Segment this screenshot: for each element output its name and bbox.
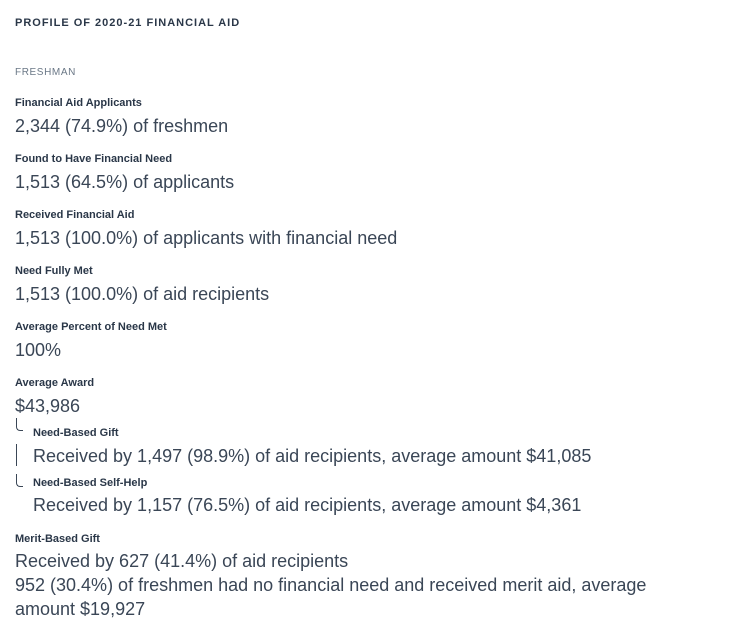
tree-line (16, 444, 17, 466)
avg-percent-need-met-label: Average Percent of Need Met (15, 321, 167, 333)
applicants-value: 2,344 (74.9%) of freshmen (15, 116, 229, 136)
merit-aid-note: 952 (30.4%) of freshmen had no financial… (15, 575, 647, 595)
need-label: Found to Have Financial Need (15, 153, 173, 165)
need-based-self-help-value: Received by 1,157 (76.5%) of aid recipie… (33, 495, 582, 515)
need-value: 1,513 (64.5%) of applicants (15, 172, 235, 192)
received-aid-value: 1,513 (100.0%) of applicants with financ… (15, 228, 398, 248)
applicants-label: Financial Aid Applicants (15, 97, 142, 109)
need-based-gift-label: Need-Based Gift (33, 427, 119, 439)
merit-aid-note-continued: amount $19,927 (15, 599, 146, 619)
section-heading-freshman: FRESHMAN (15, 67, 76, 78)
tree-connector (16, 418, 23, 431)
avg-percent-need-met-value: 100% (15, 340, 62, 360)
need-fully-met-value: 1,513 (100.0%) of aid recipients (15, 284, 270, 304)
average-award-label: Average Award (15, 377, 95, 389)
need-fully-met-label: Need Fully Met (15, 265, 93, 277)
page-title: PROFILE OF 2020-21 FINANCIAL AID (15, 17, 241, 29)
merit-based-gift-value: Received by 627 (41.4%) of aid recipient… (15, 551, 349, 571)
merit-based-gift-label: Merit-Based Gift (15, 533, 100, 545)
need-based-gift-value: Received by 1,497 (98.9%) of aid recipie… (33, 446, 592, 466)
tree-connector (16, 474, 23, 487)
average-award-value: $43,986 (15, 396, 81, 416)
need-based-self-help-label: Need-Based Self-Help (33, 477, 148, 489)
received-aid-label: Received Financial Aid (15, 209, 135, 221)
